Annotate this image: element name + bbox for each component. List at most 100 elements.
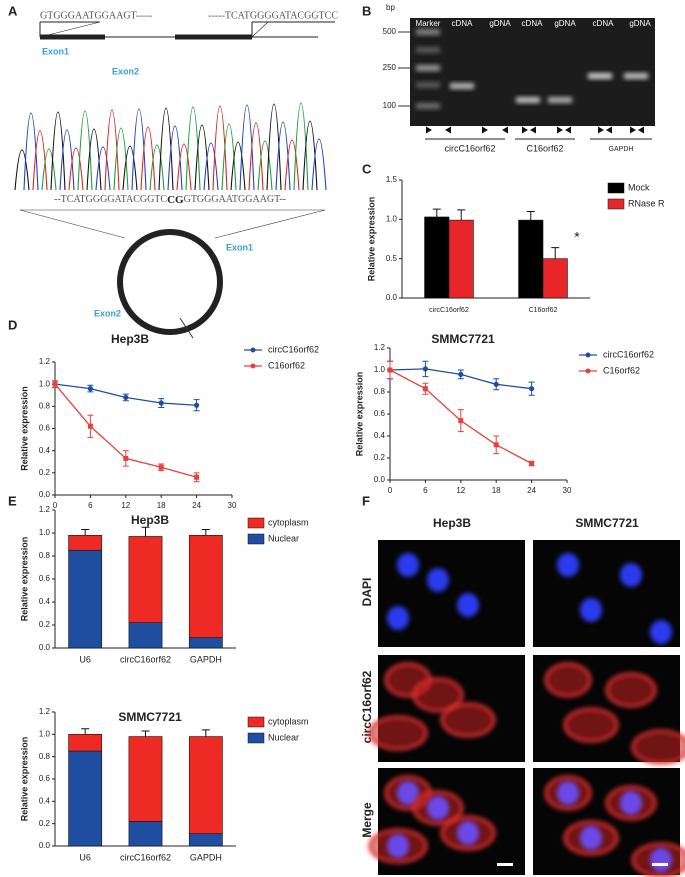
peak — [77, 110, 93, 191]
primer-arrow — [557, 126, 571, 134]
x-tick-label: 6 — [423, 486, 428, 495]
cytoplasm-stain — [440, 702, 496, 738]
y-axis-label: Relative expression — [354, 372, 364, 457]
y-axis-label: Relative expression — [19, 537, 29, 622]
legend-label: cytoplasm — [268, 517, 309, 527]
x-tick-label: 12 — [456, 486, 465, 495]
primer-arrow — [482, 126, 508, 134]
lane-label: gDNA — [629, 19, 651, 28]
y-tick-label: 0.6 — [39, 424, 51, 433]
nucleus-stain — [650, 620, 672, 644]
primer-arrow — [522, 126, 536, 134]
bar — [128, 821, 163, 847]
y-tick-label: 1.0 — [39, 379, 51, 388]
row-title: DAPI — [360, 578, 374, 607]
y-tick-label: 1.5 — [386, 175, 398, 184]
error-bar — [432, 208, 441, 217]
size-marker: 100 — [383, 101, 397, 110]
lane-label: gDNA — [489, 19, 511, 28]
bar — [188, 534, 223, 638]
x-tick-label: circC16orf62 — [429, 307, 469, 314]
panel-letter: B — [362, 3, 371, 18]
y-tick-label: 0.5 — [386, 254, 398, 263]
bar — [68, 534, 103, 551]
band — [416, 82, 440, 88]
nucleus-stain — [397, 553, 419, 577]
y-tick-label: 0.2 — [39, 620, 51, 629]
legend-swatch — [607, 198, 625, 210]
size-marker: 500 — [383, 27, 397, 36]
peak — [284, 139, 300, 191]
point — [158, 400, 164, 406]
band — [624, 73, 648, 79]
y-tick-label: 0.2 — [374, 453, 386, 462]
peak — [194, 124, 210, 191]
y-tick-label: 1.0 — [39, 528, 51, 537]
point — [387, 367, 393, 373]
point — [493, 442, 499, 448]
row-title: circC16orf62 — [360, 670, 374, 743]
nucleus-stain — [427, 568, 449, 592]
point — [194, 474, 200, 480]
bar — [128, 736, 163, 822]
bar — [542, 258, 568, 299]
error-bar — [81, 529, 90, 536]
bar — [128, 536, 163, 624]
peak — [248, 122, 264, 191]
y-tick-label: 1.2 — [39, 357, 51, 366]
peak — [95, 146, 111, 191]
sequence: GTGGGAATGGAAGT----- — [40, 10, 152, 21]
legend-swatch — [607, 182, 625, 194]
error-bar — [201, 729, 210, 737]
column-title: SMMC7721 — [575, 516, 639, 530]
peak — [221, 123, 237, 191]
point — [458, 418, 464, 424]
lane-label: Marker — [416, 19, 441, 28]
legend-swatch — [247, 517, 265, 529]
y-tick-label: 0.0 — [39, 643, 51, 652]
legend-marker — [250, 363, 256, 369]
y-tick-label: 0.2 — [39, 468, 51, 477]
bar — [68, 549, 103, 649]
group-label: C16orf62 — [526, 143, 563, 153]
legend-swatch — [247, 533, 265, 545]
y-axis-label: Relative expression — [19, 386, 29, 471]
peak — [68, 147, 84, 191]
cytoplasm-stain — [563, 707, 619, 743]
y-tick-label: 0.0 — [386, 293, 398, 302]
peak — [149, 144, 165, 191]
band — [416, 29, 440, 35]
scale-bar — [497, 863, 513, 866]
peak — [86, 128, 102, 191]
peak — [50, 111, 66, 191]
legend-label: circC16orf62 — [268, 344, 319, 354]
legend-label: Nuclear — [268, 533, 299, 543]
y-tick-label: 1.0 — [374, 365, 386, 374]
x-tick-label: 30 — [228, 501, 237, 510]
nucleus-stain — [580, 826, 602, 850]
peak — [257, 140, 273, 191]
point — [123, 455, 129, 461]
legend-label: cytoplasm — [268, 716, 309, 726]
point — [194, 402, 200, 408]
seq-part: --TCATGGGGATACGGTC — [54, 194, 167, 205]
peak — [140, 126, 156, 191]
nucleus-stain — [557, 781, 579, 805]
peak — [14, 149, 30, 191]
x-tick-label: 12 — [121, 501, 130, 510]
peak — [59, 129, 75, 191]
point — [493, 381, 499, 387]
junction-sequence: --TCATGGGGATACGGTCCGGTGGGAATGGAAGT-- — [54, 194, 286, 206]
peak — [185, 106, 201, 191]
legend-swatch — [247, 716, 265, 728]
seq-part: GTGGGAATGGAAGT-- — [184, 194, 286, 205]
chart-title: SMMC7721 — [118, 710, 182, 724]
primer-arrow — [598, 126, 612, 134]
cytoplasm-stain — [605, 672, 657, 708]
bar — [188, 637, 223, 649]
band — [548, 97, 572, 103]
y-tick-label: 0.0 — [39, 841, 51, 850]
point — [87, 423, 93, 429]
y-tick-label: 0.6 — [39, 574, 51, 583]
legend-label: Nuclear — [268, 732, 299, 742]
